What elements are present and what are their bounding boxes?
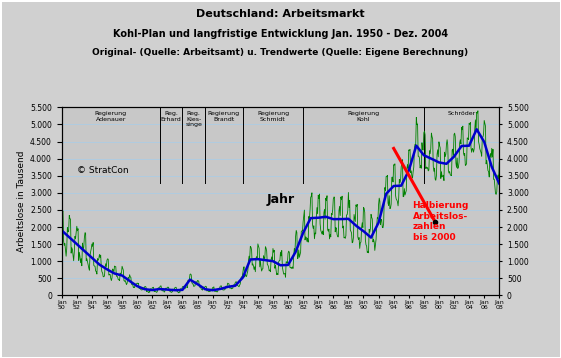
Text: Halbierung
Arbeitslos-
zahlen
bis 2000: Halbierung Arbeitslos- zahlen bis 2000: [412, 201, 469, 242]
Text: Regierung
Schmidt: Regierung Schmidt: [257, 111, 289, 122]
Text: Regierung
Kohl: Regierung Kohl: [347, 111, 380, 122]
Text: Regierung
Adenauer: Regierung Adenauer: [95, 111, 127, 122]
Text: Regierung
Brandt: Regierung Brandt: [208, 111, 240, 122]
Text: Kohl-Plan und langfristige Entwicklung Jan. 1950 - Dez. 2004: Kohl-Plan und langfristige Entwicklung J…: [113, 29, 448, 39]
Text: Original- (Quelle: Arbeitsamt) u. Trendwerte (Quelle: Eigene Berechnung): Original- (Quelle: Arbeitsamt) u. Trendw…: [93, 48, 468, 57]
Text: Schröder: Schröder: [448, 111, 476, 116]
Text: © StratCon: © StratCon: [77, 166, 128, 175]
Text: Reg.
Kies-
singe: Reg. Kies- singe: [185, 111, 202, 127]
Text: Jahr: Jahr: [266, 193, 295, 206]
Y-axis label: Arbeitslose in Tausend: Arbeitslose in Tausend: [17, 151, 26, 252]
Text: Reg.
Erhard: Reg. Erhard: [161, 111, 181, 122]
Text: Deutschland: Arbeitsmarkt: Deutschland: Arbeitsmarkt: [196, 9, 365, 19]
